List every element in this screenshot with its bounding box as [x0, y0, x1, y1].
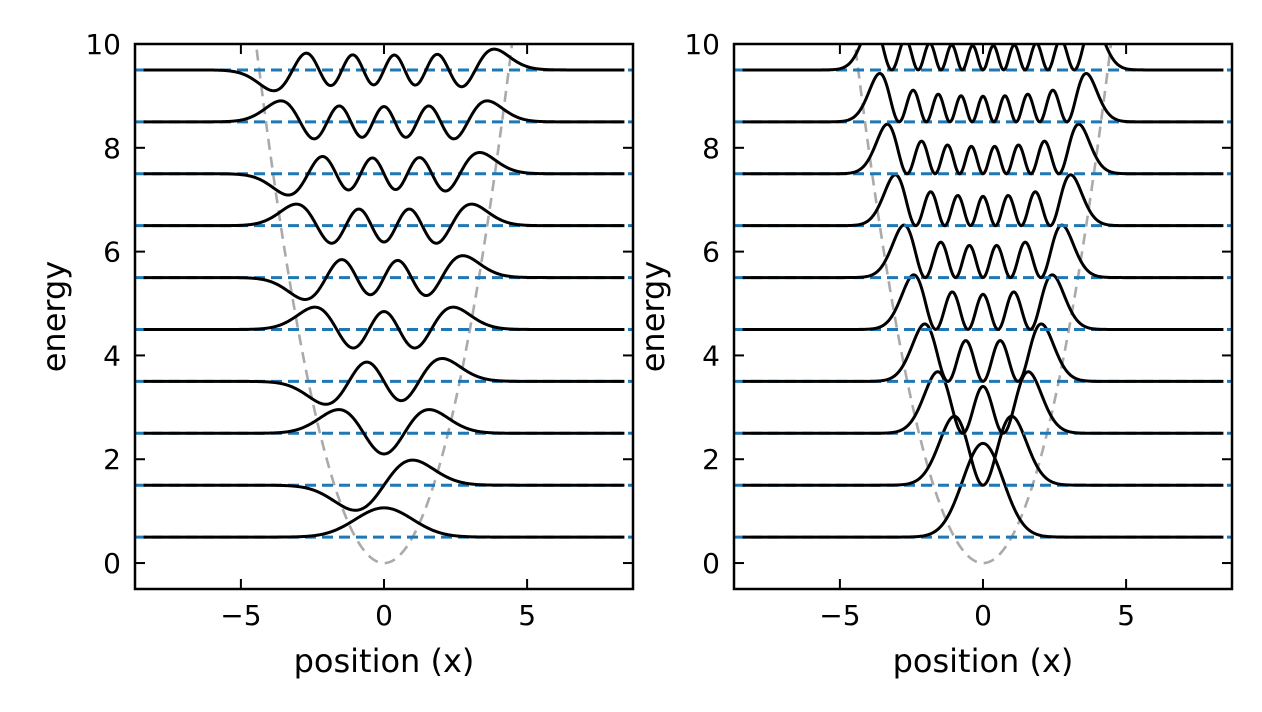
- chart-panel-2: −5 0 5 0 2 4 6 8 10 position (x) energy: [634, 28, 1234, 680]
- wavefunction-8: [742, 71, 1224, 124]
- x-tick-label: 5: [1117, 599, 1135, 632]
- wavefunction-7: [742, 122, 1224, 176]
- y-tick-label: 4: [702, 339, 720, 372]
- wavefunction-1: [143, 458, 625, 512]
- wavefunction-9: [742, 44, 1224, 72]
- wavefunction-4: [742, 273, 1224, 332]
- y-axis-label: energy: [634, 261, 672, 373]
- y-tick-label: 4: [103, 339, 121, 372]
- wavefunction-7: [143, 151, 625, 197]
- wavefunction-1: [742, 414, 1224, 487]
- potential-curve: [853, 44, 1113, 565]
- y-tick-label: 10: [684, 28, 720, 61]
- wavefunction-2: [143, 408, 625, 456]
- wavefunction-0: [143, 506, 625, 539]
- x-axis-label: position (x): [893, 642, 1074, 680]
- wavefunction-8: [143, 99, 625, 141]
- y-tick-label: 2: [103, 443, 121, 476]
- wavefunction-6: [143, 202, 625, 245]
- wavefunction-3: [742, 322, 1224, 383]
- y-tick-label: 10: [85, 28, 121, 61]
- plot-area: [734, 44, 1232, 565]
- y-tick-label: 8: [702, 132, 720, 165]
- y-tick-label: 6: [103, 236, 121, 269]
- chart-panel-1: −5 0 5 0 2 4 6 8 10 position (x) energy: [35, 28, 635, 680]
- y-tick-label: 6: [702, 236, 720, 269]
- x-axis-label: position (x): [294, 642, 475, 680]
- x-tick-label: −5: [819, 599, 860, 632]
- y-axis-label: energy: [35, 261, 73, 373]
- x-tick-label: 5: [518, 599, 536, 632]
- wavefunction-0: [742, 441, 1224, 539]
- wavefunction-6: [742, 173, 1224, 228]
- x-tick-label: −5: [220, 599, 261, 632]
- wavefunction-5: [742, 223, 1224, 280]
- potential-curve: [254, 44, 514, 565]
- wavefunction-2: [742, 370, 1224, 435]
- wavefunction-5: [143, 254, 625, 301]
- x-tick-label: 0: [974, 599, 992, 632]
- y-tick-label: 0: [103, 547, 121, 580]
- y-tick-label: 8: [103, 132, 121, 165]
- plot-area: [135, 44, 633, 565]
- wavefunction-4: [143, 305, 625, 350]
- y-tick-label: 0: [702, 547, 720, 580]
- axes-frame: [732, 42, 1234, 591]
- x-tick-label: 0: [375, 599, 393, 632]
- y-tick-label: 2: [702, 443, 720, 476]
- wavefunction-3: [143, 356, 625, 406]
- wavefunction-9: [143, 47, 625, 93]
